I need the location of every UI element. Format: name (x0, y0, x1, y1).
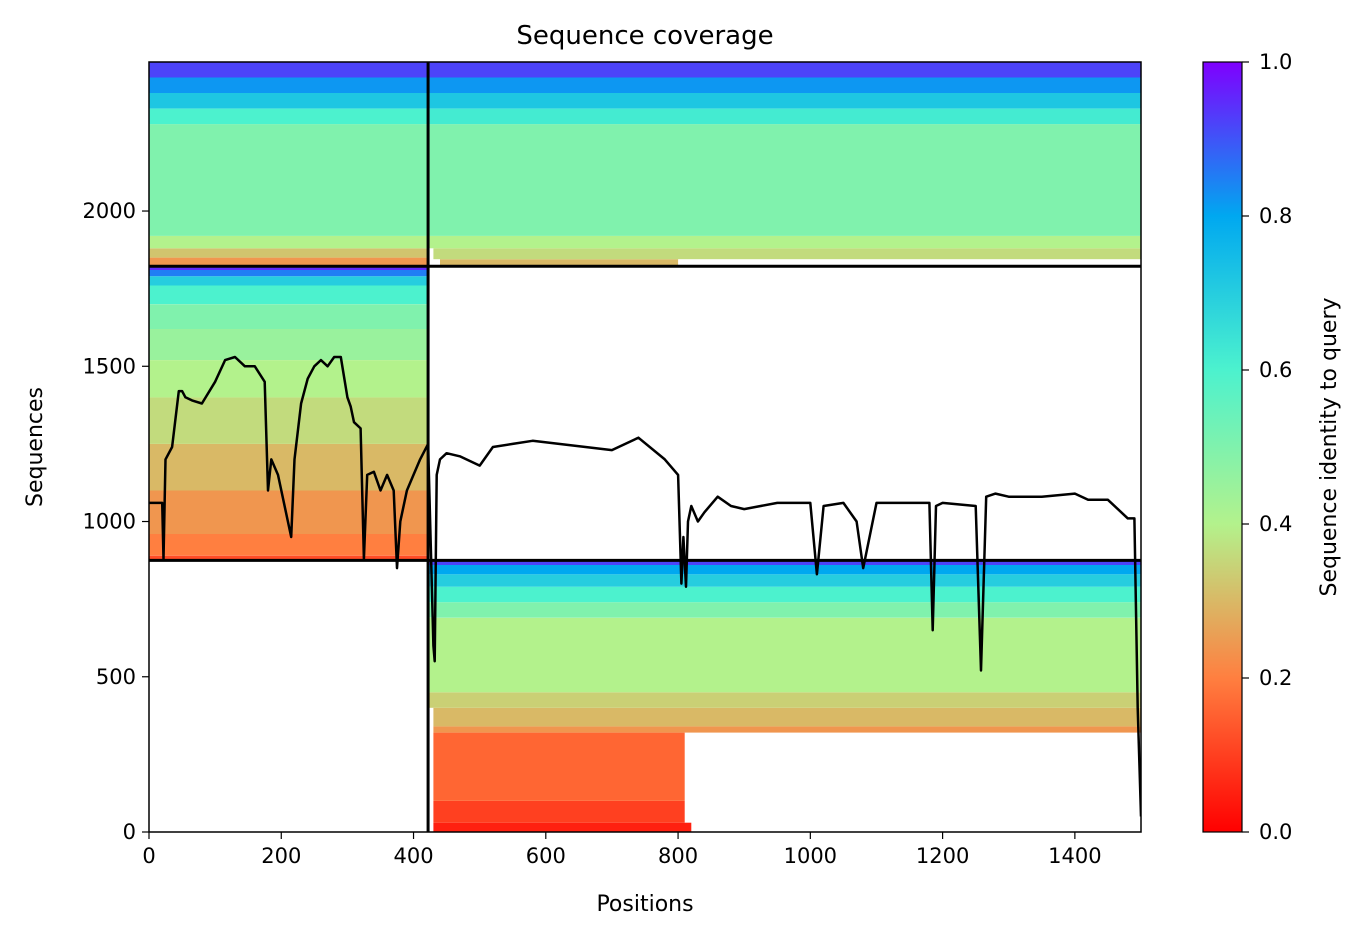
y-tick-label-500: 500 (96, 665, 136, 689)
coverage-band-1-1 (149, 248, 429, 258)
colorbar-tick-label-1.0: 1.0 (1259, 50, 1292, 74)
coverage-heatmap (149, 62, 1141, 832)
coverage-band-3-0 (433, 822, 692, 832)
colorbar-ticks: 0.0 0.2 0.4 0.6 0.8 1.0 (1242, 50, 1292, 844)
y-axis: 0 500 1000 1500 2000 (83, 199, 149, 844)
coverage-band-3-3 (433, 726, 1141, 733)
coverage-band-0-7 (149, 304, 429, 329)
coverage-band-3-5 (428, 692, 1141, 708)
coverage-band-0-11 (149, 266, 429, 270)
coverage-band-1-6 (149, 77, 429, 93)
y-axis-label: Sequences (23, 387, 48, 507)
colorbar-tick-label-0.8: 0.8 (1259, 204, 1292, 228)
coverage-band-1-7 (149, 62, 429, 78)
coverage-line (149, 355, 1141, 817)
x-tick-label-1200: 1200 (916, 844, 969, 868)
coverage-band-0-6 (149, 329, 429, 360)
colorbar-tick-label-0.2: 0.2 (1259, 666, 1292, 690)
coverage-band-1-2 (149, 235, 429, 249)
colorbar-gradient (1202, 61, 1243, 833)
colorbar-tick-label-0.0: 0.0 (1259, 820, 1292, 844)
y-tick-label-1500: 1500 (83, 354, 136, 378)
coverage-band-1-5 (149, 93, 429, 109)
coverage-band-0-1 (149, 533, 429, 556)
coverage-band-3-7 (428, 602, 1141, 618)
coverage-band-3-4 (433, 707, 1141, 727)
coverage-band-2-5 (428, 93, 1141, 109)
coverage-band-3-9 (428, 574, 1141, 587)
x-tick-label-1000: 1000 (784, 844, 837, 868)
coverage-band-2-3 (428, 124, 1141, 236)
coverage-band-2-4 (428, 108, 1141, 125)
coverage-band-0-4 (149, 397, 429, 444)
y-tick-label-2000: 2000 (83, 199, 136, 223)
coverage-band-1-3 (149, 124, 429, 236)
coverage-band-0-3 (149, 443, 429, 491)
y-tick-label-1000: 1000 (83, 510, 136, 534)
coverage-band-3-6 (428, 617, 1141, 693)
chart-title: Sequence coverage (516, 21, 773, 51)
coverage-band-0-9 (149, 276, 429, 286)
coverage-band-0-5 (149, 360, 429, 398)
coverage-band-1-0 (149, 257, 429, 267)
y-tick-label-0: 0 (123, 820, 136, 844)
colorbar-tick-label-0.4: 0.4 (1259, 512, 1292, 536)
coverage-band-2-1 (433, 248, 1141, 260)
coverage-band-3-10 (428, 565, 1141, 575)
x-tick-label-400: 400 (393, 844, 433, 868)
x-axis-label: Positions (596, 892, 693, 917)
coverage-band-3-1 (433, 801, 685, 823)
coverage-band-3-11 (428, 560, 1141, 565)
x-tick-label-600: 600 (526, 844, 566, 868)
x-tick-label-1400: 1400 (1048, 844, 1101, 868)
coverage-band-3-8 (428, 586, 1141, 603)
plot-frame (148, 61, 1142, 833)
coverage-band-0-0 (149, 555, 429, 561)
coverage-band-3-2 (433, 732, 685, 801)
coverage-band-2-2 (428, 235, 1141, 249)
coverage-band-2-0 (440, 259, 679, 266)
colorbar-label: Sequence identity to query (1317, 297, 1342, 596)
coverage-band-2-6 (428, 77, 1141, 93)
coverage-band-2-7 (428, 62, 1141, 78)
x-tick-label-800: 800 (658, 844, 698, 868)
coverage-band-0-10 (149, 270, 429, 277)
coverage-line-group (149, 355, 1141, 817)
coverage-band-0-8 (149, 285, 429, 305)
coverage-band-1-4 (149, 108, 429, 125)
x-tick-label-200: 200 (261, 844, 301, 868)
colorbar-tick-label-0.6: 0.6 (1259, 358, 1292, 382)
x-tick-label-0: 0 (142, 844, 155, 868)
colorbar: 0.0 0.2 0.4 0.6 0.8 1.0 Sequence identity to … (1202, 50, 1342, 844)
x-axis: 0 200 400 600 800 1000 1200 1400 (142, 832, 1102, 868)
